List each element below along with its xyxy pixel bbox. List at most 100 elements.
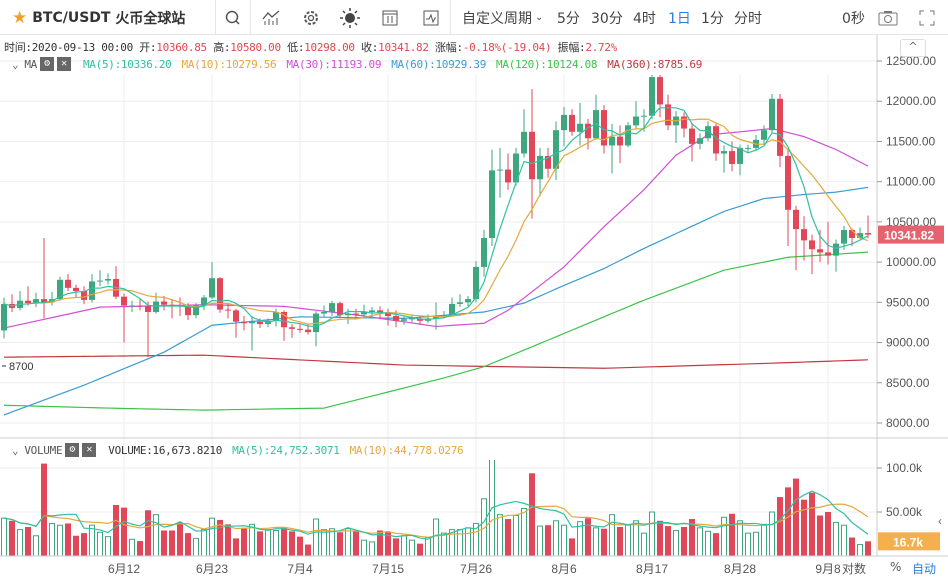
candle[interactable] [313, 311, 319, 347]
candle[interactable] [473, 261, 479, 303]
candle[interactable] [745, 144, 751, 154]
candle[interactable] [457, 294, 463, 308]
candle[interactable] [321, 305, 327, 317]
candle[interactable] [713, 123, 719, 161]
volume-plot[interactable] [1, 459, 872, 556]
auto-scale-toggle[interactable]: 自动 [912, 562, 937, 576]
candle[interactable] [49, 291, 55, 306]
candle[interactable] [121, 293, 127, 343]
collapse-up-button[interactable]: ^ [900, 39, 926, 57]
candle[interactable] [145, 301, 151, 358]
theme-sun-icon[interactable] [339, 0, 361, 35]
candle[interactable] [105, 273, 111, 285]
candle[interactable] [401, 315, 407, 325]
period-1d[interactable]: 1日 [668, 10, 691, 27]
candle[interactable] [73, 284, 79, 298]
favorite-star-icon[interactable]: ★ [12, 7, 28, 28]
candle[interactable] [561, 106, 567, 147]
fullscreen-icon[interactable] [916, 0, 938, 35]
candle[interactable] [497, 147, 503, 198]
candle[interactable] [225, 303, 231, 319]
chart-box-icon[interactable] [420, 0, 442, 35]
ma-close-icon[interactable]: ✕ [56, 57, 71, 71]
candle[interactable] [553, 121, 559, 181]
candle[interactable] [9, 294, 15, 312]
candle[interactable] [481, 229, 487, 277]
candle[interactable] [249, 315, 255, 351]
period-4h[interactable]: 4时 [633, 10, 656, 27]
candle[interactable] [721, 145, 727, 173]
candle[interactable] [193, 303, 199, 319]
candle[interactable] [857, 227, 863, 239]
candle[interactable] [785, 148, 791, 247]
candle[interactable] [329, 300, 335, 316]
candle[interactable] [465, 295, 471, 307]
candle[interactable] [513, 147, 519, 186]
columns-icon[interactable] [379, 0, 401, 35]
candle[interactable] [521, 109, 527, 158]
candle[interactable] [769, 93, 775, 134]
candle[interactable] [209, 262, 215, 300]
candle[interactable] [689, 123, 695, 162]
candle[interactable] [385, 308, 391, 326]
candle[interactable] [97, 270, 103, 287]
candle[interactable] [537, 147, 543, 197]
candle[interactable] [297, 324, 303, 333]
candle[interactable] [633, 101, 639, 130]
candle[interactable] [865, 215, 871, 239]
candle[interactable] [81, 286, 87, 304]
camera-icon[interactable] [877, 0, 899, 35]
candle[interactable] [737, 144, 743, 176]
chevron-down-icon[interactable]: ⌄ [12, 57, 19, 71]
symbol-title[interactable]: ★ BTC/USDT 火币全球站 [12, 0, 185, 35]
candle[interactable] [833, 239, 839, 272]
candle[interactable] [1, 297, 7, 339]
candle[interactable] [585, 118, 591, 150]
chevron-down-icon[interactable]: ⌄ [12, 443, 19, 457]
candle[interactable] [673, 110, 679, 144]
candle[interactable] [657, 73, 663, 118]
candle[interactable] [681, 112, 687, 138]
candle[interactable] [809, 234, 815, 275]
period-1m[interactable]: 1分 [701, 10, 724, 27]
collapse-side-icon[interactable]: ‹ [938, 514, 942, 528]
custom-period-dropdown[interactable]: 自定义周期 ⌄ [462, 0, 543, 35]
candle[interactable] [201, 295, 207, 311]
period-5m[interactable]: 5分 [557, 10, 580, 27]
candle[interactable] [569, 109, 575, 136]
candle[interactable] [793, 205, 799, 271]
candle[interactable] [801, 216, 807, 261]
candle[interactable] [489, 149, 495, 247]
candle[interactable] [849, 228, 855, 247]
candle[interactable] [233, 308, 239, 338]
candle[interactable] [217, 277, 223, 313]
period-timeline[interactable]: 分时 [734, 10, 762, 27]
candle[interactable] [65, 274, 71, 292]
period-30m[interactable]: 30分 [591, 10, 623, 27]
candle[interactable] [169, 299, 175, 319]
candle[interactable] [529, 89, 535, 219]
candle[interactable] [161, 295, 167, 311]
candle[interactable] [129, 300, 135, 312]
candle[interactable] [825, 221, 831, 265]
search-icon[interactable] [222, 0, 244, 35]
price-plot[interactable] [1, 63, 871, 416]
candle[interactable] [353, 308, 359, 319]
candle[interactable] [649, 63, 655, 119]
candle[interactable] [505, 153, 511, 190]
candle[interactable] [41, 237, 47, 319]
candle[interactable] [113, 266, 119, 300]
percent-scale-toggle[interactable]: % [890, 560, 902, 574]
candle[interactable] [761, 125, 767, 144]
candle[interactable] [25, 286, 31, 306]
candle[interactable] [617, 125, 623, 164]
candle[interactable] [545, 147, 551, 178]
candle[interactable] [449, 297, 455, 317]
candle[interactable] [289, 324, 295, 338]
candle[interactable] [609, 123, 615, 174]
volume-settings-gear-icon[interactable]: ⚙ [65, 443, 80, 457]
candle[interactable] [17, 291, 23, 311]
candle[interactable] [153, 292, 159, 314]
candle[interactable] [625, 122, 631, 148]
